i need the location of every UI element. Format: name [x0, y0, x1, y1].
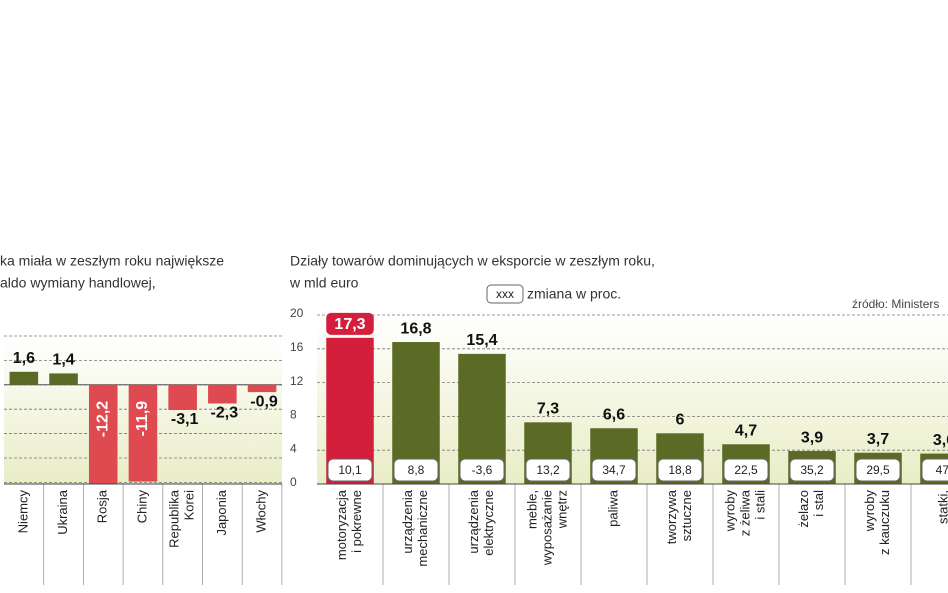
value-label: 3,7: [867, 431, 889, 448]
change-label: 29,5: [866, 463, 890, 477]
x-tick-label: Ukraina: [55, 489, 70, 535]
bar: [168, 384, 197, 410]
value-label: 16,8: [400, 320, 431, 337]
x-tick-label: Włochy: [253, 490, 268, 533]
change-box: [855, 458, 901, 482]
y-tick-label: 0: [290, 475, 297, 489]
y-tick-label: 8: [290, 408, 297, 422]
change-box: [459, 458, 505, 482]
legend-label: zmiana w proc.: [527, 286, 621, 302]
change-box: [591, 458, 637, 482]
x-tick-label: urządzenia: [466, 489, 481, 553]
value-label: -12,2: [94, 401, 111, 438]
value-label: 17,3: [334, 316, 365, 333]
x-tick-label: meble,: [524, 490, 539, 529]
value-label: 4,7: [735, 423, 757, 440]
x-tick-label: urządzenia: [400, 489, 415, 553]
change-box: [525, 458, 571, 482]
value-label: 3,9: [801, 429, 823, 446]
bar: [247, 384, 277, 393]
x-tick-label: Rosja: [95, 489, 110, 523]
change-label: 35,2: [800, 463, 824, 477]
x-tick-label: wyposażanie: [539, 490, 554, 566]
x-tick-label: wyroby: [722, 490, 737, 533]
bar: [9, 371, 39, 385]
change-label: 47,: [936, 463, 948, 477]
chart-title: w mld euro: [289, 275, 359, 291]
x-tick-label: Niemcy: [15, 490, 30, 534]
x-tick-label: żelazo: [796, 490, 811, 528]
y-tick-label: 20: [290, 306, 304, 320]
x-tick-label: Japonia: [214, 489, 229, 535]
value-label: 3,6: [933, 432, 948, 449]
change-label: 13,2: [536, 463, 560, 477]
change-label: 10,1: [338, 463, 362, 477]
x-tick-label: i pokrewne: [349, 490, 364, 553]
chart-left: ka miała w zeszłym roku największe aldo w…: [0, 253, 283, 585]
change-label: 18,8: [668, 463, 692, 477]
value-label: 6: [676, 412, 685, 429]
change-box: [789, 458, 835, 482]
bar: [128, 384, 158, 482]
change-label: 22,5: [734, 463, 758, 477]
change-box: [723, 458, 769, 482]
x-tick-label: wnętrz: [554, 490, 569, 529]
x-tick-label: paliwa: [605, 489, 620, 527]
value-label: 15,4: [466, 332, 497, 349]
x-tick-label: Korei: [182, 490, 197, 520]
x-tick-label: Republika: [167, 489, 182, 548]
x-tick-label: elektryczne: [481, 490, 496, 556]
value-label: 1,4: [52, 352, 74, 369]
value-label: 7,3: [537, 401, 559, 418]
change-box: [393, 458, 439, 482]
chart-title: aldo wymiany handlowej,: [0, 275, 156, 291]
x-tick-label: z żeliwa: [737, 489, 752, 536]
bar: [88, 384, 118, 484]
value-label: 1,6: [13, 350, 35, 367]
value-label: -0,9: [250, 393, 278, 410]
y-tick-label: 16: [290, 340, 304, 354]
legend-sample: xxx: [496, 287, 514, 301]
bar: [208, 384, 237, 404]
x-tick-label: motoryzacja: [334, 489, 349, 560]
chart-title: ka miała w zeszłym roku największe: [0, 253, 224, 269]
x-tick-label: sztuczne: [679, 490, 694, 541]
value-label: -2,3: [211, 405, 239, 422]
chart-title: Działy towarów dominujących w eksporcie …: [290, 253, 655, 269]
change-label: 8,8: [408, 463, 425, 477]
chart-right: Działy towarów dominujących w eksporcie …: [289, 253, 948, 585]
x-tick-label: tworzywa: [664, 489, 679, 544]
x-tick-label: statki,: [935, 490, 948, 524]
value-label: -3,1: [171, 411, 199, 428]
x-tick-label: i stali: [752, 490, 767, 520]
change-box: [327, 458, 373, 482]
change-box: [921, 458, 948, 482]
value-label: 6,6: [603, 406, 625, 423]
legend-swatch: [486, 284, 524, 304]
change-label: 34,7: [602, 463, 626, 477]
x-tick-label: i stal: [811, 490, 826, 517]
y-tick-label: 4: [290, 441, 297, 455]
y-tick-label: 12: [290, 374, 304, 388]
value-label: -11,9: [134, 401, 151, 437]
x-tick-label: Chiny: [134, 490, 149, 524]
change-label: -3,6: [472, 463, 493, 477]
x-tick-label: mechaniczne: [415, 490, 430, 567]
source: źródło: Ministers: [852, 297, 939, 311]
value-label-box: [326, 312, 374, 335]
bar: [49, 373, 78, 385]
x-tick-label: wyroby: [862, 490, 877, 533]
x-tick-label: z kauczuku: [877, 490, 892, 555]
change-box: [657, 458, 703, 482]
